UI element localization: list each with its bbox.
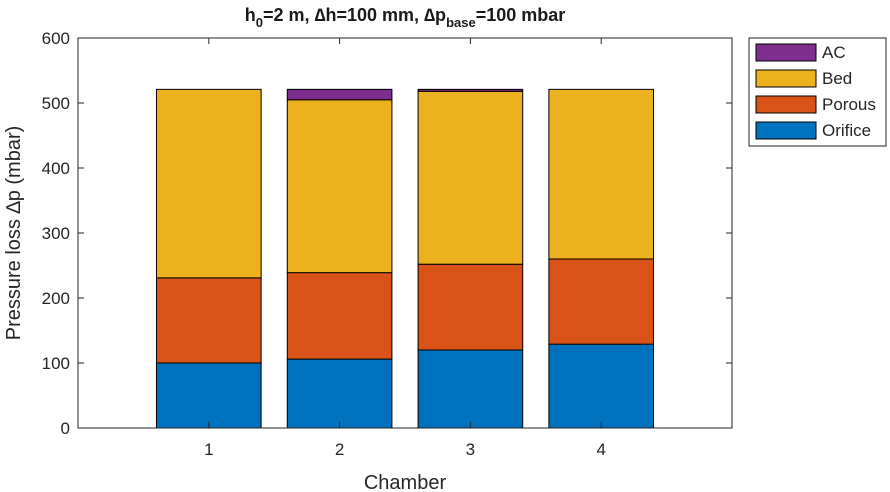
bar-bed-chamber-3 [417, 90, 524, 265]
bar-orifice-chamber-4 [548, 343, 655, 429]
bar-porous-chamber-2 [286, 272, 393, 360]
title-middle: =2 m, ∆h=100 mm, ∆p [263, 5, 446, 25]
bar-porous-chamber-4 [548, 258, 655, 345]
bar-ac-chamber-3 [417, 88, 524, 92]
title-prefix: h [245, 5, 256, 25]
y-tick-label: 100 [42, 354, 70, 373]
bars-group [155, 88, 655, 429]
legend-swatch-orifice [755, 121, 817, 140]
x-tick-label: 3 [466, 440, 475, 459]
y-tick-label: 600 [42, 29, 70, 48]
legend-swatch-ac [755, 43, 817, 62]
bar-porous-chamber-1 [155, 277, 262, 364]
legend-label-ac: AC [822, 43, 846, 62]
legend-label-porous: Porous [822, 95, 876, 114]
bar-bed-chamber-2 [286, 99, 393, 274]
y-axis-label: Pressure loss ∆p (mbar) [3, 126, 25, 341]
title-suffix: =100 mbar [476, 5, 566, 25]
bar-orifice-chamber-3 [417, 349, 524, 429]
y-tick-label: 0 [61, 419, 70, 438]
y-tick-label: 200 [42, 289, 70, 308]
bar-bed-chamber-1 [155, 88, 262, 279]
legend-swatch-bed [755, 69, 817, 88]
x-axis-label: Chamber [364, 472, 447, 492]
legend-label-orifice: Orifice [822, 121, 871, 140]
y-tick-label: 300 [42, 224, 70, 243]
legend-label-bed: Bed [822, 69, 852, 88]
title-middle-subscript: base [446, 15, 476, 30]
axes-group: 0 100 200 300 400 500 600 1 2 3 4 [42, 29, 733, 459]
legend: AC Bed Porous Orifice [748, 37, 887, 147]
y-tick-label: 500 [42, 94, 70, 113]
x-tick-label: 1 [204, 440, 213, 459]
bar-porous-chamber-3 [417, 263, 524, 351]
chart-title: h0=2 m, ∆h=100 mm, ∆pbase=100 mbar [245, 5, 566, 30]
legend-swatch-porous [755, 95, 817, 114]
y-tick-label: 400 [42, 159, 70, 178]
title-prefix-subscript: 0 [256, 15, 263, 30]
x-tick-label: 2 [335, 440, 344, 459]
bar-bed-chamber-4 [548, 88, 655, 260]
bar-ac-chamber-2 [286, 88, 393, 101]
bar-orifice-chamber-1 [155, 362, 262, 429]
x-tick-label: 4 [596, 440, 605, 459]
bar-orifice-chamber-2 [286, 358, 393, 429]
